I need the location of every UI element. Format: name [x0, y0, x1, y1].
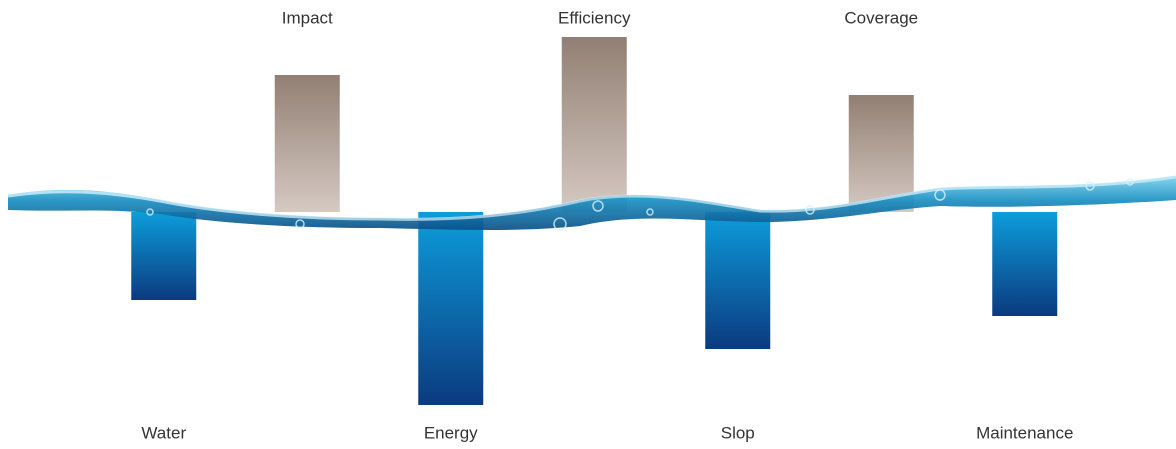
bar	[418, 212, 483, 405]
category-label: Maintenance	[976, 423, 1073, 442]
category-label: Water	[141, 423, 186, 442]
bar	[131, 212, 196, 300]
bar	[275, 75, 340, 212]
category-label: Impact	[282, 8, 333, 27]
bar	[705, 212, 770, 349]
bar	[992, 212, 1057, 316]
category-label: Energy	[424, 423, 478, 442]
category-label: Slop	[721, 423, 755, 442]
chart: Water Impact Energy Efficiency Slop Coverage M…	[0, 0, 1176, 449]
category-label: Coverage	[844, 8, 918, 27]
page: Water Impact Energy Efficiency Slop Coverage M…	[0, 0, 1176, 449]
bar	[562, 37, 627, 212]
category-label: Efficiency	[558, 8, 631, 27]
